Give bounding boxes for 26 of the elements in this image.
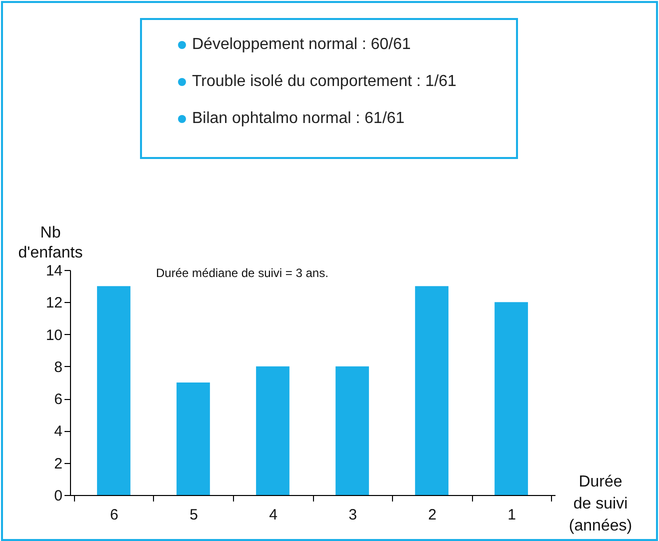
y-tick-label: 14 xyxy=(46,262,62,280)
x-tick-label: 6 xyxy=(110,506,118,524)
bar xyxy=(336,366,369,495)
y-tick-label: 6 xyxy=(54,391,62,408)
bar xyxy=(97,286,130,495)
x-tick-label: 1 xyxy=(508,506,516,524)
annotation: Durée médiane de suivi = 3 ans. xyxy=(156,266,328,280)
y-tick-label: 4 xyxy=(54,423,62,440)
bar xyxy=(415,286,448,495)
text: Développement normal : 60/61 xyxy=(191,35,412,55)
x-tick-label: 2 xyxy=(428,506,436,524)
bar xyxy=(176,382,210,495)
y-axis-title: Nb d'enfants xyxy=(18,224,83,262)
text: Trouble isolé du comportement : 1/61 xyxy=(191,72,458,92)
x-tick-label: 3 xyxy=(348,506,357,524)
bar xyxy=(256,366,290,495)
y-tick-label: 0 xyxy=(54,488,62,504)
y-tick-label: 10 xyxy=(46,326,62,344)
y-tick-label: 2 xyxy=(54,455,62,472)
text: Bilan ophtalmo normal : 61/61 xyxy=(191,109,406,129)
y-tick-label: 12 xyxy=(46,294,62,312)
x-axis-title: Durée de suivi (années) xyxy=(568,474,632,534)
y-tick-label: 8 xyxy=(54,358,62,376)
x-tick-label: 5 xyxy=(190,506,198,524)
x-tick-label: 4 xyxy=(269,506,278,524)
bar xyxy=(494,302,528,495)
